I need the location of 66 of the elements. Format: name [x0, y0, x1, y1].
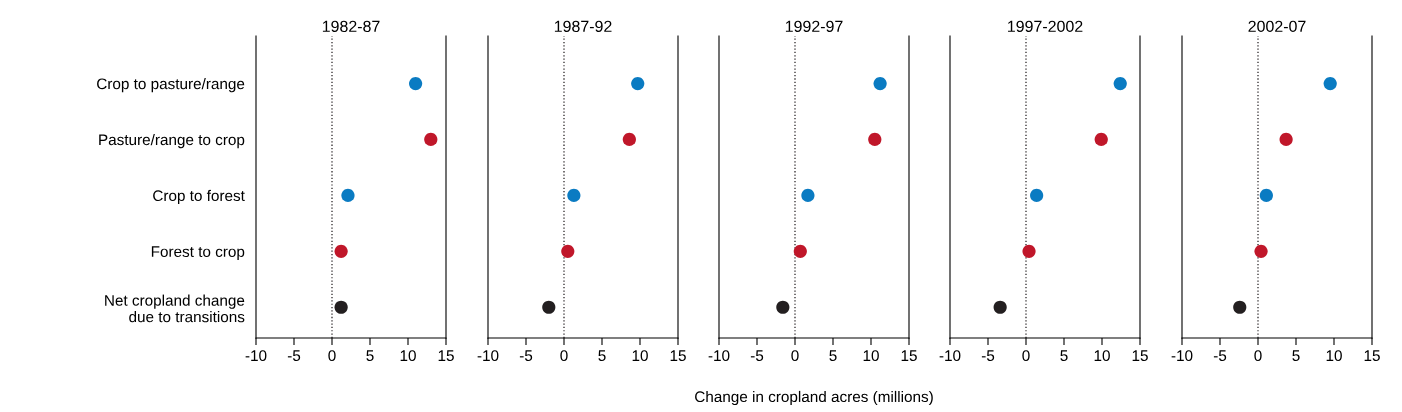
y-tick-label: Crop to pasture/range: [97, 78, 245, 93]
x-tick-label: 5: [1060, 350, 1068, 362]
x-tick-label: -10: [1171, 350, 1193, 362]
point: [868, 132, 882, 147]
x-tick-label: 15: [901, 350, 917, 362]
chart-title: 1982-87: [322, 20, 380, 32]
x-tick-label: -5: [750, 350, 764, 362]
x-tick-label: 10: [400, 350, 416, 362]
point: [1279, 132, 1293, 147]
x-tick-label: 10: [1326, 350, 1342, 362]
x-tick-label: 5: [366, 350, 374, 362]
x-tick-label: 10: [863, 350, 879, 362]
point: [1113, 76, 1127, 91]
point: [567, 188, 581, 202]
point: [334, 300, 348, 314]
point: [793, 244, 807, 258]
x-tick-label: 10: [1094, 350, 1110, 362]
chart-title: 1992-97: [785, 20, 843, 32]
x-tick-label: -10: [477, 350, 499, 362]
point: [1259, 188, 1273, 202]
point: [631, 76, 645, 91]
chart-title: 1997-2002: [1008, 20, 1083, 32]
point: [873, 76, 887, 91]
x-tick-label: 0: [1254, 350, 1262, 362]
chart-title: 2002-07: [1248, 20, 1306, 32]
point: [334, 244, 348, 258]
point: [801, 188, 815, 202]
x-tick-label: -5: [519, 350, 533, 362]
point: [776, 300, 790, 314]
point: [993, 300, 1007, 314]
x-tick-label: 5: [1292, 350, 1300, 362]
x-tick-label: -5: [981, 350, 995, 362]
x-tick-label: -10: [708, 350, 730, 362]
point: [1233, 300, 1247, 314]
y-tick-label: Pasture/range to crop: [99, 133, 245, 149]
x-tick-label: 15: [438, 350, 454, 362]
x-tick-label: 5: [598, 350, 606, 362]
point: [341, 188, 355, 202]
x-tick-label: 15: [1132, 350, 1148, 362]
chart-title: 1987-92: [554, 20, 612, 32]
point: [622, 132, 636, 147]
point: [561, 244, 575, 258]
point: [1030, 188, 1044, 202]
y-tick-label: Net cropland change due to transitions: [105, 294, 245, 323]
point: [1094, 132, 1108, 147]
x-tick-label: 0: [791, 350, 799, 362]
y-tick-label: Crop to forest: [153, 189, 245, 205]
x-axis-title: Change in cropland acres (millions): [695, 390, 933, 406]
x-tick-label: 0: [560, 350, 568, 362]
x-tick-label: 15: [670, 350, 686, 362]
x-tick-label: 0: [1022, 350, 1030, 362]
point: [1254, 244, 1268, 258]
x-tick-label: -10: [245, 350, 267, 362]
x-tick-label: -5: [1213, 350, 1227, 362]
y-tick-label: Forest to crop: [151, 246, 245, 261]
point: [1323, 76, 1337, 91]
point: [542, 300, 556, 314]
x-tick-label: -5: [287, 350, 301, 362]
point: [1022, 244, 1036, 258]
x-tick-label: 10: [632, 350, 648, 362]
x-tick-label: -10: [939, 350, 961, 362]
point: [424, 132, 438, 147]
x-tick-label: 0: [328, 350, 336, 362]
x-tick-label: 15: [1364, 350, 1380, 362]
point: [409, 76, 423, 91]
x-tick-label: 5: [829, 350, 837, 362]
